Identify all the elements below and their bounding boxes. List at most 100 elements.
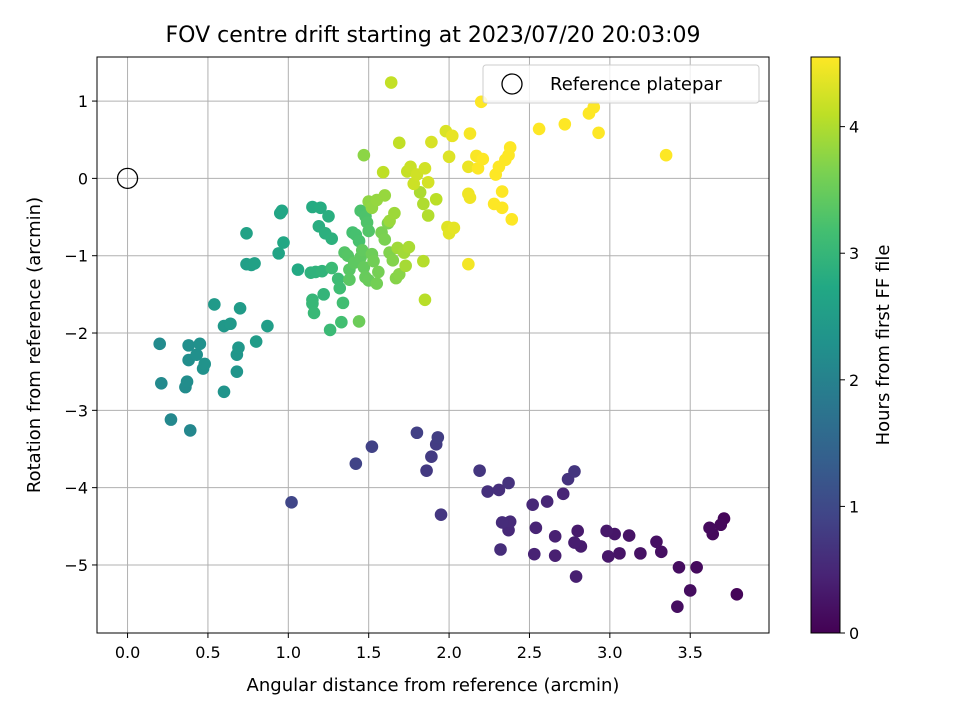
data-point [495,185,509,198]
data-point [352,315,366,328]
data-point [402,240,416,254]
y-axis-ticks: −5 −4 −3 −2 −1 0 1 [64,92,97,575]
data-point [587,100,601,114]
legend-box [482,64,760,104]
data-point [431,431,445,444]
data-point [502,476,515,490]
data-point [418,293,432,307]
data-point [442,150,456,164]
data-point [384,76,398,89]
data-point [471,162,485,175]
data-point [730,588,744,601]
data-point [323,323,337,337]
data-point [335,315,348,329]
data-point [601,550,615,563]
data-point [325,232,339,245]
x-tick-label: 0.5 [195,643,220,662]
data-point [230,365,244,378]
data-point [494,543,507,556]
x-tick-label: 2.0 [436,643,461,662]
data-point [233,301,247,315]
data-point [164,413,178,426]
y-tick-label: −2 [64,324,88,343]
data-point [571,524,584,538]
data-point [325,261,339,275]
data-point [155,376,168,390]
data-point [367,254,380,268]
data-point [421,209,435,222]
data-point [434,508,448,522]
data-point [495,201,509,215]
data-point [378,189,392,202]
data-point [386,254,400,267]
x-axis-ticks: 0.0 0.5 1.0 1.5 2.0 2.5 3.0 3.5 [115,633,703,662]
data-point [249,335,263,348]
data-point [343,273,356,286]
data-point [217,385,231,399]
data-point [392,136,406,150]
data-point [275,204,289,218]
data-point [447,221,461,235]
x-tick-label: 0.0 [115,643,140,662]
x-tick-label: 3.0 [597,643,622,662]
data-point [529,521,543,535]
data-point [224,317,237,331]
data-point [445,129,459,143]
colorbar-tick-label: 0 [849,624,859,643]
plot-frame [96,56,770,634]
data-point [703,521,716,535]
data-point [463,191,477,205]
data-point [357,260,371,274]
chart-title: FOV centre drift starting at 2023/07/20 … [166,23,701,48]
data-point [277,236,290,249]
x-tick-label: 1.5 [356,643,381,662]
data-point [399,259,412,273]
data-point [634,547,647,560]
data-point [714,518,728,532]
data-point [272,247,285,260]
x-axis-label: Angular distance from reference (arcmin) [247,675,620,696]
data-point [613,547,626,560]
data-point [370,277,384,290]
data-point [333,281,347,295]
data-point [429,192,443,206]
data-point [568,536,581,549]
x-tick-label: 3.5 [677,643,702,662]
data-point [314,201,327,215]
colorbar-label: Hours from first FF file [873,245,894,446]
data-point [365,440,379,453]
data-point [421,175,435,189]
data-point [420,464,433,477]
data-point [418,162,432,175]
data-point [540,495,554,508]
y-tick-label: 1 [78,92,88,111]
data-point [410,426,424,440]
data-point [248,257,261,270]
data-point [556,487,570,501]
data-point [376,165,390,179]
data-point [349,457,363,470]
data-point [683,584,697,597]
data-point [182,339,195,352]
data-point [378,233,392,246]
data-point [183,424,197,437]
data-point [317,288,330,301]
data-point [291,263,305,276]
data-point [654,545,668,559]
data-point [600,524,613,538]
data-point [672,560,686,574]
data-point [355,243,369,257]
data-point [315,264,329,278]
data-point [568,465,581,478]
data-point [569,570,583,583]
data-point [463,127,477,140]
data-point [285,496,298,509]
data-point [180,375,194,389]
data-point [322,209,335,223]
data-point [240,226,253,240]
y-tick-label: −3 [64,401,88,420]
colorbar-tick-label: 1 [849,497,859,516]
data-point [527,547,541,561]
x-tick-label: 2.5 [517,643,542,662]
